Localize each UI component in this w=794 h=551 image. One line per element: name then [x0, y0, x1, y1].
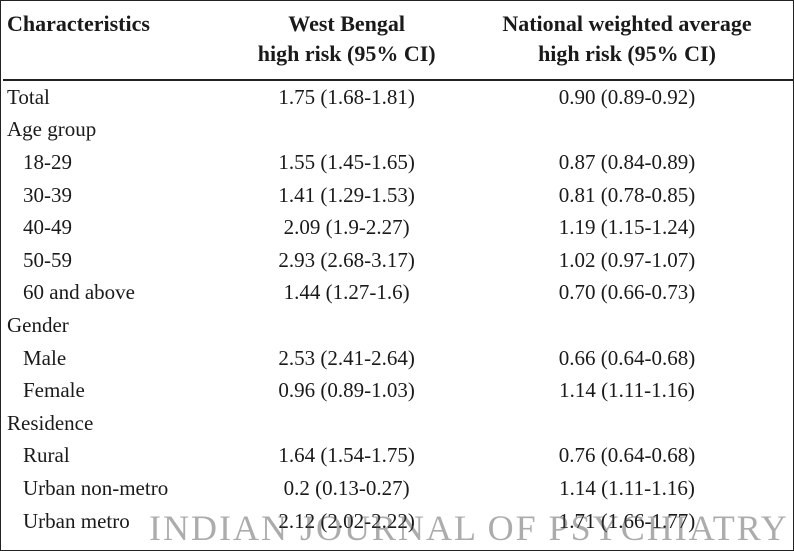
table-row: 60 and above 1.44 (1.27-1.6) 0.70 (0.66-0.… [3, 277, 793, 310]
west-bengal-value: 1.44 (1.27-1.6) [283, 280, 410, 305]
west-bengal-value [232, 407, 461, 440]
header-characteristics: Characteristics [3, 1, 233, 81]
national-value: 1.71 (1.66-1.77) [558, 508, 696, 533]
table-row: Total 1.75 (1.68-1.81) 0.90 (0.89-0.92) [3, 80, 793, 114]
west-bengal-value: 1.41 (1.29-1.53) [278, 182, 415, 207]
national-value: 1.14 (1.11-1.16) [559, 475, 695, 500]
header-national-average-line1: National weighted average [502, 11, 752, 36]
west-bengal-value: 0.96 (0.89-1.03) [278, 378, 415, 403]
west-bengal-value: 2.09 (1.9-2.27) [283, 215, 410, 240]
table-row: 40-49 2.09 (1.9-2.27) 1.19 (1.15-1.24) [3, 211, 793, 244]
table-row: Male 2.53 (2.41-2.64) 0.66 (0.64-0.68) [3, 342, 793, 375]
header-west-bengal: West Bengal high risk (95% CI) [232, 1, 461, 81]
national-value [461, 114, 793, 147]
table-row: 50-59 2.93 (2.68-3.17) 1.02 (0.97-1.07) [3, 244, 793, 277]
national-value: 0.66 (0.64-0.68) [558, 345, 696, 370]
national-value: 1.19 (1.15-1.24) [558, 215, 696, 240]
national-value [461, 407, 793, 440]
table-row: Age group [3, 114, 793, 147]
header-national-average: National weighted average high risk (95%… [461, 1, 793, 81]
table-row: Urban metro 2.12 (2.02-2.22) 1.71 (1.66-1.… [3, 505, 793, 538]
row-label: Male [23, 345, 67, 370]
data-table: Characteristics West Bengal high risk (9… [3, 1, 793, 537]
west-bengal-value: 0.2 (0.13-0.27) [283, 475, 410, 500]
row-label: Urban metro [23, 508, 130, 533]
table-row: 18-29 1.55 (1.45-1.65) 0.87 (0.84-0.89) [3, 146, 793, 179]
row-label: Rural [23, 443, 70, 468]
national-value: 0.87 (0.84-0.89) [558, 149, 696, 174]
national-value: 0.76 (0.64-0.68) [558, 443, 696, 468]
row-label: 40-49 [23, 215, 72, 240]
table-row: Female 0.96 (0.89-1.03) 1.14 (1.11-1.16) [3, 374, 793, 407]
national-value: 0.90 (0.89-0.92) [558, 84, 696, 109]
west-bengal-value: 2.53 (2.41-2.64) [278, 345, 415, 370]
west-bengal-value: 2.12 (2.02-2.22) [278, 508, 415, 533]
west-bengal-value: 1.75 (1.68-1.81) [278, 84, 415, 109]
row-label: 30-39 [23, 182, 72, 207]
national-value: 0.70 (0.66-0.73) [558, 280, 696, 305]
national-value: 0.81 (0.78-0.85) [558, 182, 696, 207]
row-label: Female [23, 378, 85, 403]
header-west-bengal-line2: high risk (95% CI) [257, 41, 436, 66]
west-bengal-value: 1.64 (1.54-1.75) [278, 443, 415, 468]
national-value: 1.02 (0.97-1.07) [558, 247, 696, 272]
table-row: Urban non-metro 0.2 (0.13-0.27) 1.14 (1.11… [3, 472, 793, 505]
row-label: Urban non-metro [23, 475, 169, 500]
west-bengal-value [232, 309, 461, 342]
west-bengal-value: 2.93 (2.68-3.17) [278, 247, 415, 272]
table-header: Characteristics West Bengal high risk (9… [3, 1, 793, 81]
row-label: Total [7, 84, 50, 109]
table-row: Gender [3, 309, 793, 342]
west-bengal-value [232, 114, 461, 147]
national-value [461, 309, 793, 342]
row-label: Age group [7, 117, 97, 142]
header-national-average-line2: high risk (95% CI) [538, 41, 716, 66]
journal-watermark: INDIAN JOURNAL OF PSYCHIATRY [149, 508, 789, 548]
row-label: Gender [7, 312, 69, 337]
national-value: 1.14 (1.11-1.16) [559, 378, 695, 403]
table-row: Residence [3, 407, 793, 440]
table-row: 30-39 1.41 (1.29-1.53) 0.81 (0.78-0.85) [3, 179, 793, 212]
header-west-bengal-line1: West Bengal [288, 11, 406, 36]
table-row: Rural 1.64 (1.54-1.75) 0.76 (0.64-0.68) [3, 440, 793, 473]
west-bengal-value: 1.55 (1.45-1.65) [278, 149, 415, 174]
header-characteristics-line: Characteristics [7, 11, 150, 36]
row-label: Residence [7, 410, 94, 435]
header-row: Characteristics West Bengal high risk (9… [3, 1, 793, 81]
table-body: Total 1.75 (1.68-1.81) 0.90 (0.89-0.92) Age… [3, 80, 793, 537]
row-label: 60 and above [23, 280, 135, 305]
row-label: 18-29 [23, 149, 72, 174]
row-label: 50-59 [23, 247, 72, 272]
